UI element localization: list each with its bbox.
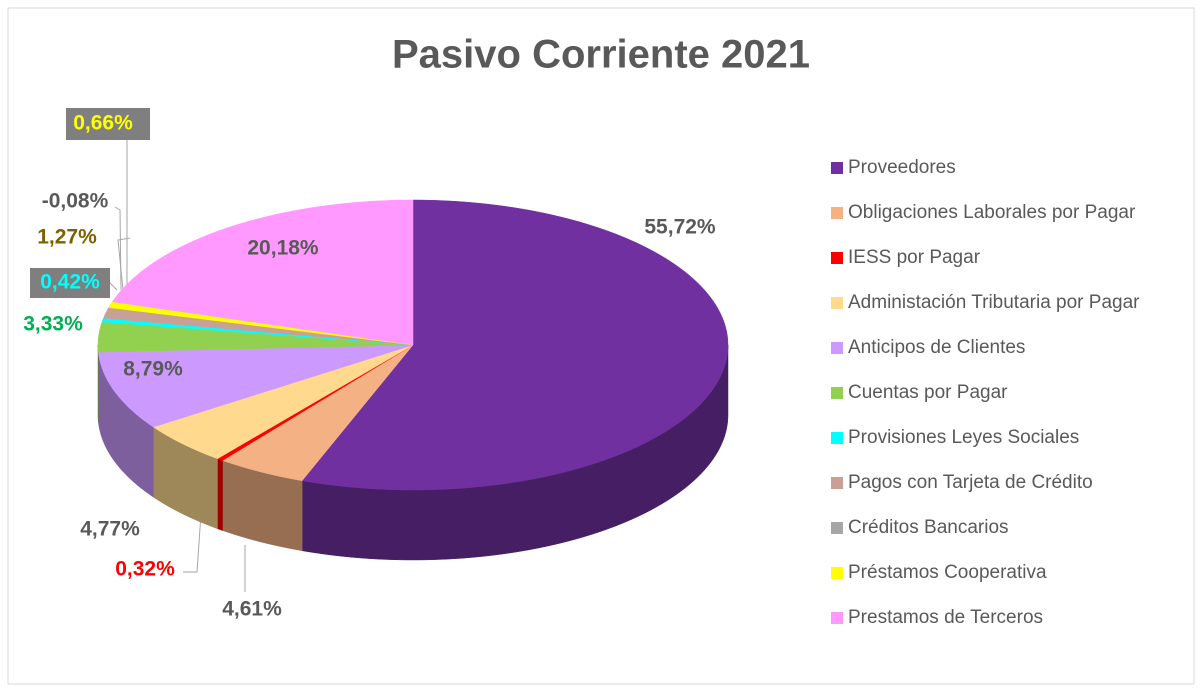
data-label: 20,18% (247, 237, 319, 260)
legend-label: Anticipos de Clientes (848, 337, 1025, 358)
legend-label: Proveedores (848, 157, 956, 178)
legend-swatch (831, 567, 843, 579)
legend-label: IESS por Pagar (848, 247, 981, 268)
data-label: 55,72% (644, 216, 716, 239)
legend-label: Prestamos de Terceros (848, 607, 1043, 628)
legend-label: Cuentas por Pagar (848, 382, 1008, 403)
legend-label: Préstamos Cooperativa (848, 562, 1047, 583)
legend-swatch (831, 432, 843, 444)
legend-swatch (831, 297, 843, 309)
pie-tops (98, 200, 728, 490)
legend-label: Créditos Bancarios (848, 517, 1009, 538)
data-label: 4,61% (222, 598, 282, 621)
legend-swatch (831, 387, 843, 399)
legend-label: Provisiones Leyes Sociales (848, 427, 1079, 448)
data-label: 0,42% (40, 271, 100, 294)
legend-label: Pagos con Tarjeta de Crédito (848, 472, 1093, 493)
legend-swatch (831, 477, 843, 489)
data-label: 3,33% (23, 313, 83, 336)
legend-swatch (831, 522, 843, 534)
data-label: 8,79% (123, 358, 183, 381)
data-label: 0,32% (115, 558, 175, 581)
data-label: 1,27% (37, 226, 97, 249)
legend-label: Administación Tributaria por Pagar (848, 292, 1140, 313)
legend-swatch (831, 252, 843, 264)
chart-title: Pasivo Corriente 2021 (392, 33, 810, 77)
pie-side (218, 459, 223, 531)
legend-swatch (831, 207, 843, 219)
data-label: 0,66% (73, 112, 133, 135)
legend-label: Obligaciones Laborales por Pagar (848, 202, 1136, 223)
legend-swatch (831, 612, 843, 624)
data-label: -0,08% (42, 190, 109, 213)
data-label: 4,77% (80, 518, 140, 541)
legend-swatch (831, 342, 843, 354)
legend-swatch (831, 162, 843, 174)
